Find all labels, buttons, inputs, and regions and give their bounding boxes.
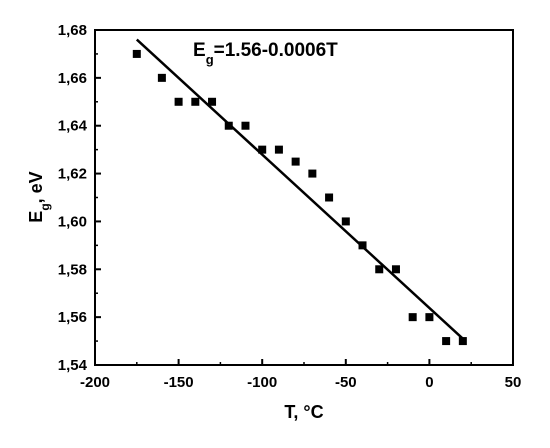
data-point <box>391 265 400 274</box>
data-point <box>291 157 300 166</box>
y-axis-label-sub: g <box>38 203 52 210</box>
x-axis-label: T, °C <box>284 402 323 422</box>
data-point <box>274 145 283 154</box>
data-point <box>224 121 233 130</box>
data-point <box>425 313 434 322</box>
y-axis-label-rest: , eV <box>26 171 46 203</box>
data-point <box>308 169 317 178</box>
data-point <box>174 97 183 106</box>
x-tick-label: 0 <box>425 374 433 391</box>
annotation: Eg=1.56-0.0006T <box>193 40 338 67</box>
data-point <box>442 337 451 346</box>
annotation-main: E <box>193 40 206 61</box>
x-ticks: -200 -150 -100 -50 0 50 <box>80 359 521 391</box>
data-point <box>458 337 467 346</box>
y-ticks: 1,54 1,56 1,58 1,60 1,62 1,64 1,66 1,68 <box>58 22 101 374</box>
y-tick-label: 1,68 <box>58 22 87 39</box>
y-axis-label-main: E <box>26 211 46 223</box>
data-point <box>241 121 250 130</box>
y-tick-label: 1,54 <box>58 357 88 374</box>
data-point <box>191 97 200 106</box>
y-tick-label: 1,62 <box>58 166 87 183</box>
data-point <box>408 313 417 322</box>
y-tick-label: 1,58 <box>58 261 87 278</box>
data-point <box>375 265 384 274</box>
y-tick-label: 1,66 <box>58 70 87 87</box>
data-point <box>132 49 141 58</box>
data-points <box>132 49 467 346</box>
data-point <box>208 97 217 106</box>
plot-frame <box>94 29 514 366</box>
fit-line-group <box>135 38 464 340</box>
fit-line <box>135 38 464 340</box>
y-tick-label: 1,64 <box>58 118 88 135</box>
data-point <box>157 73 166 82</box>
y-tick-label: 1,56 <box>58 309 87 326</box>
data-point <box>341 217 350 226</box>
x-tick-label: -200 <box>80 374 110 391</box>
data-point <box>258 145 267 154</box>
x-tick-label: -100 <box>247 374 277 391</box>
x-tick-label: 50 <box>505 374 522 391</box>
annotation-rest: =1.56-0.0006T <box>214 40 339 61</box>
data-point <box>325 193 334 202</box>
y-axis-label: Eg, eV <box>26 171 52 222</box>
x-tick-label: -50 <box>335 374 357 391</box>
annotation-sub: g <box>206 52 214 67</box>
x-tick-label: -150 <box>164 374 194 391</box>
data-point <box>358 241 367 250</box>
y-tick-label: 1,60 <box>58 213 87 230</box>
